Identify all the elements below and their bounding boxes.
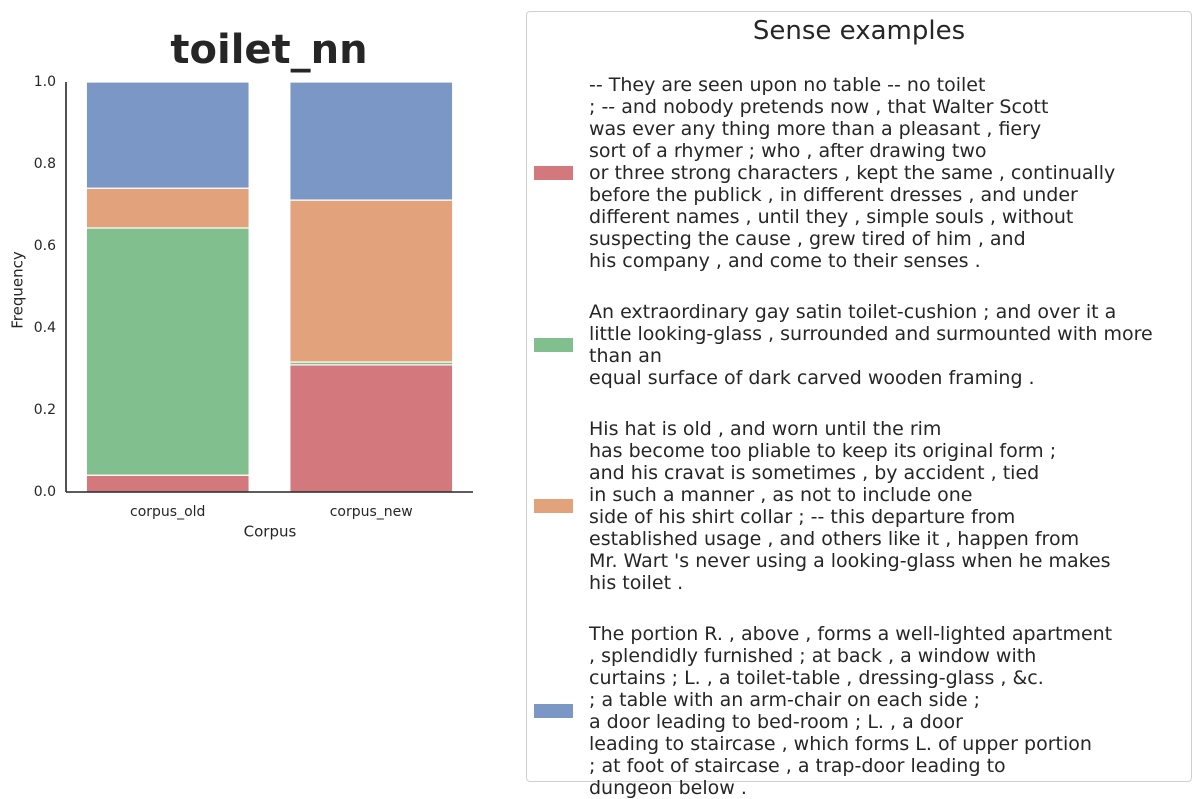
bar-segment: [289, 81, 454, 201]
bar-segment: [85, 187, 250, 229]
legend-label: -- They are seen upon no table -- no toi…: [589, 74, 1116, 272]
chart: toilet_nn Corpus Frequency 0.0 0.2 0.4 0.6 0…: [9, 27, 473, 541]
y-tick-label: 0.6: [34, 238, 56, 254]
legend-entries: -- They are seen upon no table -- no toi…: [534, 74, 1191, 799]
legend-patch: [534, 499, 573, 513]
chart-title: toilet_nn: [170, 27, 367, 73]
bar-segment: [85, 474, 250, 493]
bar-segment: [85, 81, 250, 189]
legend-label: The portion R. , above , forms a well-li…: [589, 623, 1113, 799]
x-axis-label: Corpus: [244, 523, 297, 541]
bar-segment: [289, 364, 454, 493]
bar-segment: [85, 227, 250, 476]
y-tick-label: 0.4: [34, 320, 56, 336]
legend-label: His hat is old , and worn until the rim …: [589, 418, 1111, 594]
y-axis-label: Frequency: [9, 251, 27, 329]
x-tick-label: corpus_old: [130, 504, 205, 520]
legend-label: An extraordinary gay satin toilet-cushio…: [589, 301, 1153, 389]
legend-entry: The portion R. , above , forms a well-li…: [534, 623, 1191, 799]
legend-patch: [534, 166, 573, 180]
x-tick-label: corpus_new: [330, 504, 413, 520]
legend-entry: -- They are seen upon no table -- no toi…: [534, 74, 1191, 272]
legend: Sense examples -- They are seen upon no …: [526, 11, 1192, 799]
bar-segment: [289, 199, 454, 363]
legend-entry: An extraordinary gay satin toilet-cushio…: [534, 301, 1191, 389]
legend-patch: [534, 338, 573, 352]
y-tick-label: 0.2: [34, 402, 56, 418]
y-tick-label: 0.8: [34, 156, 56, 172]
legend-patch: [534, 704, 573, 718]
legend-title: Sense examples: [752, 16, 966, 46]
y-tick-label: 0.0: [34, 484, 56, 500]
y-tick-label: 1.0: [34, 74, 56, 90]
legend-entry: His hat is old , and worn until the rim …: [534, 418, 1191, 594]
